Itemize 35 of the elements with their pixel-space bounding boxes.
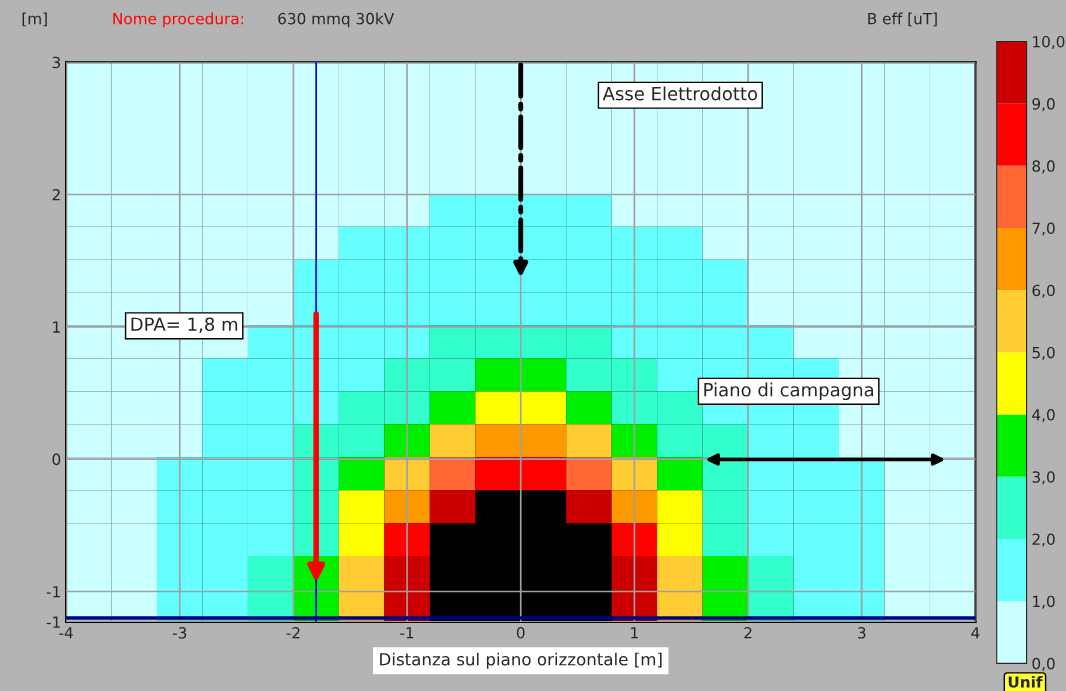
color-bar-label: 3,0 (1032, 471, 1055, 485)
x-axis-title: Distanza sul piano orizzontale [m] (380, 652, 662, 669)
y-tick-label: 2 (52, 188, 60, 201)
x-tick-label: -4 (59, 627, 73, 639)
color-bar-label: 8,0 (1032, 160, 1055, 174)
text: Unif (1008, 675, 1043, 688)
color-bar-label: 6,0 (1032, 284, 1055, 298)
color-bar-label: 4,0 (1032, 409, 1055, 423)
x-tick-label: -3 (172, 627, 187, 639)
color-bar-label: 10,0 (1033, 35, 1065, 50)
x-tick-label: 0 (516, 627, 525, 639)
annotation: Piano di campagna (704, 382, 874, 401)
chart-title: 630 mmq 30kV (278, 12, 395, 28)
y-tick-label: -1 (46, 616, 60, 628)
y-tick-label: -1 (46, 586, 60, 598)
x-tick-label: 2 (744, 627, 752, 639)
annotation: Asse Elettrodotto (602, 86, 758, 101)
x-tick-label: 3 (858, 627, 866, 639)
color-bar-label: 2,0 (1032, 533, 1055, 547)
y-tick-label: 0 (52, 453, 61, 466)
color-bar-label: 9,0 (1032, 98, 1055, 112)
x-tick-label: -2 (286, 627, 300, 639)
y-tick-label: 1 (53, 321, 60, 333)
color-bar-label: 0,0 (1032, 657, 1055, 671)
color-bar-label: 1,0 (1033, 595, 1055, 609)
color-bar-title: B eff [uT] (868, 12, 937, 27)
y-tick-label: 3 (52, 56, 61, 69)
chart-subtitle: Nome procedura: (113, 12, 244, 28)
color-bar-label: 7,0 (1032, 222, 1055, 236)
annotation: DPA= 1,8 m (131, 317, 238, 333)
color-bar-label: 5,0 (1032, 346, 1055, 360)
x-tick-label: 1 (631, 627, 638, 639)
y-axis-title: [m] (22, 12, 47, 27)
x-tick-label: -1 (400, 627, 414, 639)
x-tick-label: 4 (971, 627, 980, 639)
